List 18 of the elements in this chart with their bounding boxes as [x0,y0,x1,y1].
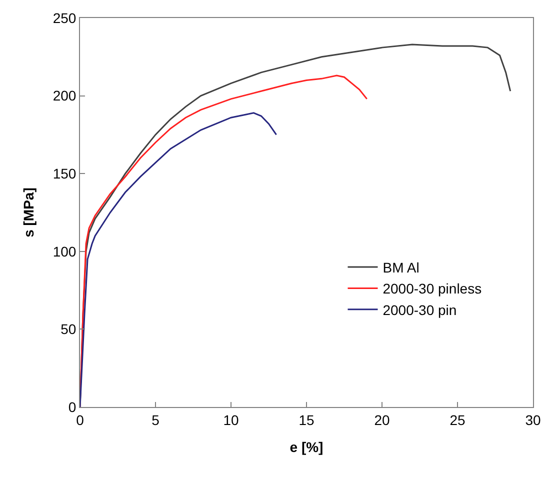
x-tick-label: 10 [223,412,239,428]
legend-label: BM Al [382,259,420,276]
legend-label: 2000-30 pin [382,302,457,318]
y-tick-label: 150 [52,166,76,182]
y-tick-label: 50 [60,321,76,338]
y-axis-title: s [MPa] [20,188,36,238]
x-tick-label: 15 [298,412,314,428]
y-tick-label: 0 [68,398,76,415]
x-tick-label: 25 [450,412,466,428]
line-series [80,112,278,407]
x-tick-label: 20 [374,412,390,428]
y-tick-label: 200 [52,88,76,104]
legend-label: 2000-30 pinless [382,280,482,297]
x-tick-label: 5 [152,412,160,428]
y-tick-label: 100 [52,243,76,260]
y-tick-label: 250 [52,10,76,26]
x-tick-label: 30 [525,412,541,428]
x-axis-title: e [%] [290,439,324,456]
